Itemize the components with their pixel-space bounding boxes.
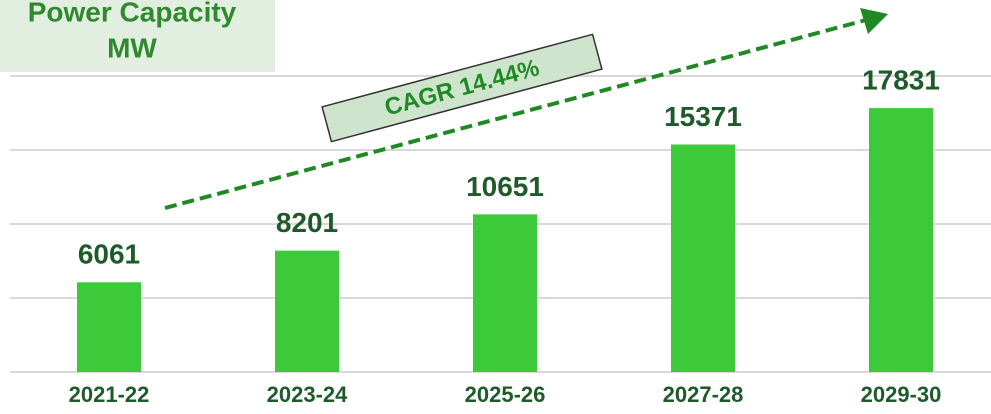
- x-tick-label: 2025-26: [465, 382, 546, 407]
- value-label: 17831: [862, 64, 940, 95]
- bar: [473, 214, 537, 372]
- x-tick-label: 2023-24: [267, 382, 349, 407]
- value-label: 8201: [276, 207, 338, 238]
- bar: [671, 144, 735, 372]
- x-tick-label: 2029-30: [861, 382, 942, 407]
- bar: [275, 250, 339, 372]
- x-tick-label: 2027-28: [663, 382, 744, 407]
- value-label: 6061: [78, 239, 140, 270]
- bar: [77, 282, 141, 372]
- cagr-box: [321, 33, 603, 143]
- bar: [869, 108, 933, 372]
- value-label: 15371: [664, 101, 742, 132]
- trend-arrow: [164, 18, 867, 210]
- plot: 2021-22 6061 2023-24 8201 2025-26 10651 2027-2…: [10, 64, 991, 407]
- chart-title: Power Capacity: [28, 0, 237, 27]
- x-tick-label: 2021-22: [69, 382, 150, 407]
- chart-subtitle: MW: [107, 32, 157, 63]
- value-label: 10651: [466, 171, 544, 202]
- title-box: [0, 0, 275, 72]
- cagr-badge: CAGR 14.44%: [321, 33, 603, 143]
- arrow-head: [860, 8, 888, 34]
